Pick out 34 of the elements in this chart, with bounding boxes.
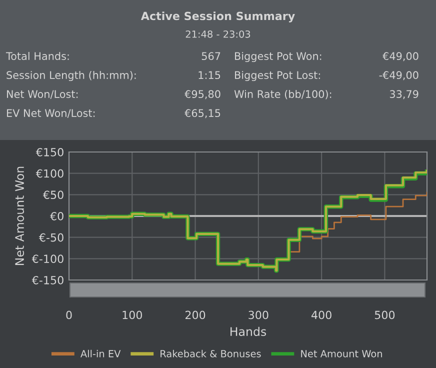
x-tick-label: 400 (311, 310, 332, 320)
text: €95,80 (184, 90, 220, 100)
text: Biggest Pot Lost: (235, 70, 320, 82)
text: Win Rate (bb/100): (234, 90, 332, 100)
text: €49,00 (382, 52, 418, 62)
text: -€49,00 (379, 71, 418, 80)
text: 567 (202, 52, 220, 60)
x-tick-label: 0 (66, 310, 72, 320)
y-tick-label: €-150 (32, 276, 64, 284)
x-tick-label: 200 (185, 310, 206, 320)
y-tick-label: €100 (36, 169, 64, 178)
x-tick-label: 500 (374, 310, 395, 320)
text: 1:15 (198, 71, 220, 80)
text: €65,15 (184, 109, 220, 118)
text: 33,79 (390, 90, 418, 100)
text: EV Net Won/Lost: (7, 109, 95, 118)
text: Biggest Pot Won: (235, 52, 322, 62)
y-tick-label: €0 (50, 212, 64, 220)
x-tick-label: 300 (248, 310, 268, 320)
text: Total Hands: (6, 52, 69, 60)
y-tick-label: €-50 (38, 233, 64, 242)
text: Session Length (hh:mm): (6, 70, 136, 82)
y-tick-label: €50 (42, 190, 64, 200)
legend-label: Net Amount Won (301, 350, 382, 358)
y-tick-label: €-100 (32, 254, 64, 264)
legend-label: All-in EV (80, 350, 121, 358)
text: 21:48 - 23:03 (186, 30, 250, 38)
y-tick-label: €150 (36, 148, 64, 156)
x-tick-label: 100 (122, 310, 142, 320)
text: Active Session Summary (140, 12, 295, 22)
x-axis-title: Hands (230, 326, 266, 336)
text: Net Won/Lost: (7, 90, 78, 99)
legend-label: Rakeback & Bonuses (160, 350, 261, 358)
y-axis-title: Net Amount Won (15, 166, 24, 265)
